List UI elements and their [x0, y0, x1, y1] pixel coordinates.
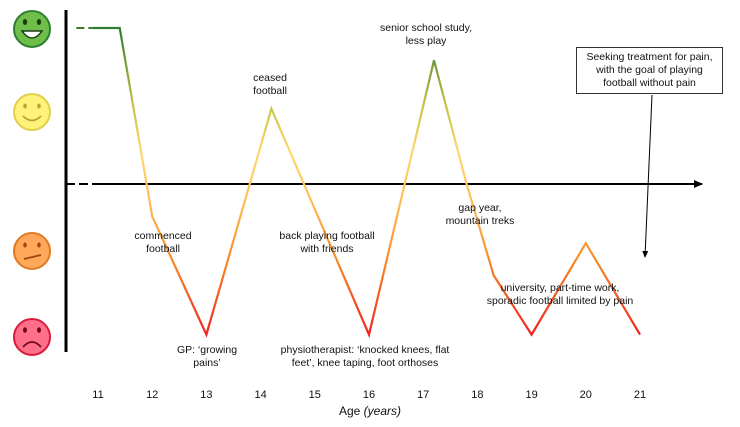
x-axis-title-text: Age: [338, 404, 361, 418]
callout-line: with the goal of playing: [596, 64, 703, 76]
x-tick-label: 14: [254, 389, 267, 401]
label-line: sporadic football limited by pain: [486, 295, 634, 307]
x-tick-label: 13: [200, 389, 213, 401]
label-line: commenced: [134, 230, 192, 242]
label-physiotherapist: physiotherapist: ‘knocked knees, flat fe…: [270, 344, 460, 370]
x-tick-label: 21: [633, 389, 647, 401]
label-line: football: [253, 85, 287, 97]
label-university: university, part-time work, sporadic foo…: [470, 282, 650, 308]
x-tick-label: 15: [308, 389, 321, 401]
label-line: senior school study,: [379, 22, 473, 34]
label-gp-growing-pains: GP: ‘growing pains’: [157, 344, 257, 370]
x-tick-label: 19: [525, 389, 538, 401]
x-tick-label: 11: [92, 389, 104, 401]
unhappy-face-icon: [13, 232, 51, 270]
callout-line: football without pain: [603, 77, 696, 89]
label-senior-school: senior school study, less play: [366, 22, 486, 48]
x-tick-label: 20: [579, 389, 592, 401]
x-tick-label: 18: [471, 389, 484, 401]
callout-arrow: [642, 94, 653, 258]
label-line: university, part-time work,: [500, 282, 620, 294]
label-line: football: [146, 243, 180, 255]
label-line: feet’, knee taping, foot orthoses: [291, 357, 439, 369]
x-axis-unit: (years): [363, 404, 402, 418]
x-tick-label: 16: [362, 389, 376, 401]
label-line: GP: ‘growing: [176, 344, 238, 356]
happy-face-icon: [13, 93, 51, 131]
label-ceased-football: ceased football: [230, 72, 310, 98]
treatment-callout-box: Seeking treatment for pain, with the goa…: [576, 47, 723, 94]
callout-line: Seeking treatment for pain,: [586, 51, 713, 63]
series-line: [92, 26, 641, 339]
x-tick-label: 12: [146, 389, 159, 401]
label-commenced-football: commenced football: [118, 230, 208, 256]
label-line: physiotherapist: ‘knocked knees, flat: [280, 344, 450, 356]
label-line: gap year,: [458, 202, 502, 214]
very-happy-face-icon: [13, 10, 51, 48]
label-line: back playing football: [279, 230, 375, 242]
x-tick-label: 17: [417, 389, 430, 401]
label-line: ceased: [253, 72, 287, 84]
label-line: pains’: [193, 357, 221, 369]
label-line: less play: [405, 35, 447, 47]
label-back-playing: back playing football with friends: [262, 230, 392, 256]
label-line: mountain treks: [445, 215, 515, 227]
x-axis-title: Age (years): [300, 404, 440, 418]
label-line: with friends: [300, 243, 354, 255]
sad-face-icon: [13, 318, 51, 356]
label-gap-year: gap year, mountain treks: [425, 202, 535, 228]
